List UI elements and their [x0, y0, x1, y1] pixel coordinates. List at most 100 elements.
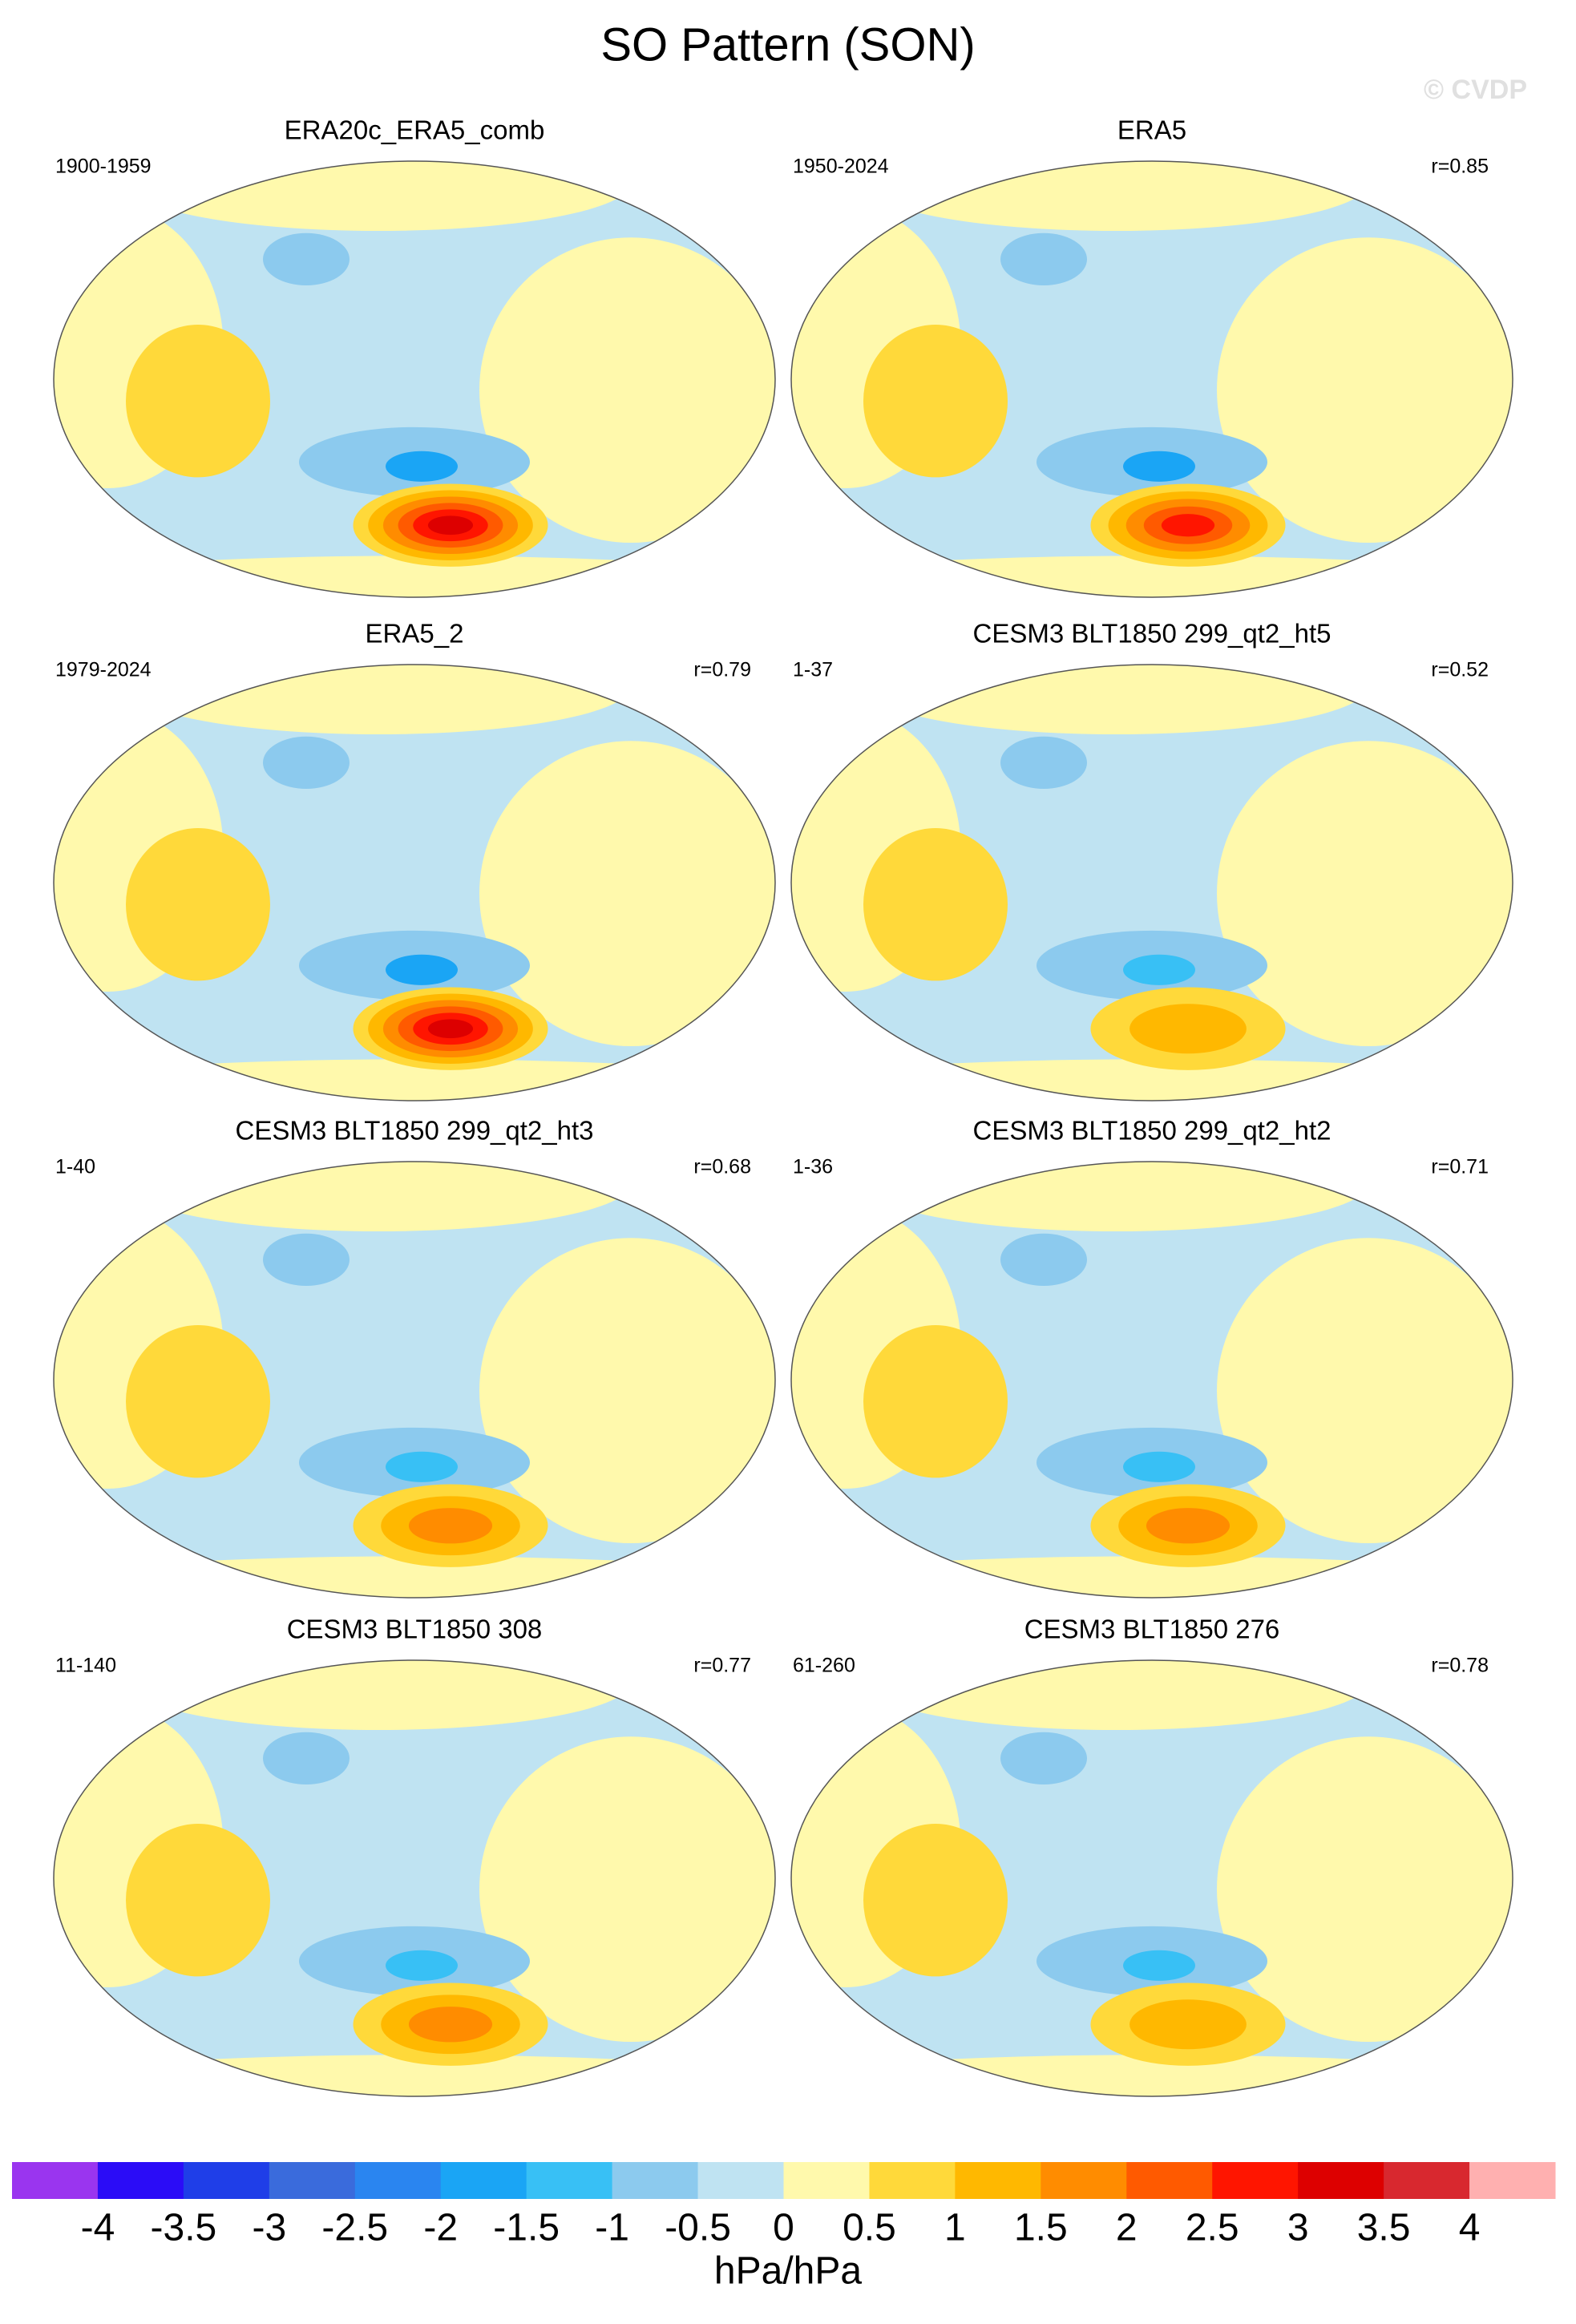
colorbar-box: [1212, 2162, 1299, 2199]
panel-title: CESM3 BLT1850 308: [287, 1615, 543, 1644]
colorbar-tick-label: -2: [423, 2207, 458, 2249]
colorbar-label: hPa/hPa: [714, 2250, 862, 2293]
colorbar-box: [183, 2162, 270, 2199]
contour-region: [386, 1451, 458, 1482]
contour-region: [1000, 1233, 1087, 1287]
contour-region: [863, 828, 1008, 981]
contour-region: [863, 161, 1368, 232]
contour-region: [408, 2007, 493, 2043]
colorbar-box: [97, 2162, 184, 2199]
colorbar-tick-label: 3.5: [1357, 2207, 1411, 2249]
contour-region: [427, 515, 474, 536]
panel-correlation: r=0.68: [693, 1156, 751, 1178]
colorbar-tick-label: 0.5: [843, 2207, 896, 2249]
colorbar-tick-label: 2.5: [1186, 2207, 1239, 2249]
panel-period: 11-140: [55, 1655, 116, 1677]
panel-period: 1900-1959: [55, 156, 152, 178]
colorbar-tick-label: 4: [1459, 2207, 1481, 2249]
panel-title: ERA20c_ERA5_comb: [285, 115, 545, 145]
colorbar-tick-label: -3: [252, 2207, 286, 2249]
map: [54, 1660, 775, 2096]
colorbar-tick-label: 3: [1287, 2207, 1309, 2249]
contour-region: [54, 1059, 775, 1101]
colorbar-box: [612, 2162, 699, 2199]
panel-period: 1979-2024: [55, 659, 152, 681]
contour-region: [1000, 736, 1087, 790]
contour-region: [126, 1325, 270, 1478]
contour-region: [863, 1325, 1008, 1478]
contour-region: [1129, 1004, 1247, 1054]
contour-region: [863, 665, 1368, 735]
colorbar-box: [269, 2162, 356, 2199]
colorbar-tick-label: -3.5: [151, 2207, 217, 2249]
contour-region: [263, 232, 350, 286]
contour-region: [791, 556, 1513, 597]
contour-region: [1000, 232, 1087, 286]
colorbar-tick-label: 1.5: [1014, 2207, 1068, 2249]
contour-region: [1217, 1238, 1513, 1543]
contour-region: [427, 1019, 474, 1039]
panel-correlation: r=0.52: [1431, 659, 1489, 681]
map-border: [53, 1161, 776, 1599]
colorbar-tick-label: 0: [773, 2207, 794, 2249]
colorbar-box: [526, 2162, 613, 2199]
colorbar-tick-label: -4: [81, 2207, 115, 2249]
contour-region: [1129, 1999, 1247, 2050]
map-border: [790, 1161, 1513, 1599]
map: [791, 1162, 1513, 1598]
contour-region: [54, 1556, 775, 1598]
contour-region: [479, 741, 775, 1046]
panel-title: ERA5: [1117, 115, 1186, 145]
contour-region: [1000, 1732, 1087, 1785]
colorbar-box: [1041, 2162, 1127, 2199]
colorbar-tick-label: -0.5: [665, 2207, 731, 2249]
panel-title: CESM3 BLT1850 299_qt2_ht5: [972, 619, 1331, 649]
contour-region: [386, 1950, 458, 1981]
contour-region: [479, 1736, 775, 2043]
contour-region: [263, 736, 350, 790]
colorbar-box: [1126, 2162, 1213, 2199]
contour-region: [263, 1732, 350, 1785]
colorbar-box: [869, 2162, 956, 2199]
panel-correlation: r=0.71: [1431, 1156, 1489, 1178]
contour-region: [791, 1059, 1513, 1101]
contour-region: [126, 1660, 631, 1731]
panel-correlation: r=0.79: [693, 659, 751, 681]
contour-region: [479, 1238, 775, 1543]
contour-region: [126, 325, 270, 478]
contour-region: [1161, 514, 1215, 537]
map-border: [790, 1659, 1513, 2097]
contour-region: [408, 1508, 493, 1544]
colorbar-box: [697, 2162, 784, 2199]
panel-correlation: r=0.77: [693, 1655, 751, 1677]
contour-region: [1217, 741, 1513, 1046]
colorbar-box: [1298, 2162, 1384, 2199]
contour-region: [863, 1824, 1008, 1977]
contour-region: [791, 2055, 1513, 2096]
contour-region: [126, 665, 631, 735]
colorbar-tick-label: 2: [1116, 2207, 1138, 2249]
map-border: [53, 160, 776, 598]
panel-title: CESM3 BLT1850 299_qt2_ht2: [972, 1116, 1331, 1146]
contour-region: [479, 237, 775, 543]
panel-period: 1950-2024: [793, 156, 889, 178]
colorbar-tick-label: -1: [595, 2207, 629, 2249]
colorbar-box: [1469, 2162, 1556, 2199]
colorbar-box: [783, 2162, 870, 2199]
contour-region: [1217, 237, 1513, 543]
contour-region: [863, 325, 1008, 478]
contour-region: [386, 954, 458, 985]
map-border: [790, 160, 1513, 598]
contour-region: [1123, 451, 1195, 482]
contour-region: [1123, 1950, 1195, 1981]
panel-period: 1-40: [55, 1156, 95, 1178]
map: [791, 1660, 1513, 2096]
panel-period: 61-260: [793, 1655, 855, 1677]
map-border: [53, 664, 776, 1101]
colorbar-tick-label: 1: [944, 2207, 966, 2249]
contour-region: [1146, 1508, 1230, 1544]
contour-region: [126, 828, 270, 981]
contour-region: [126, 1162, 631, 1232]
figure-title: SO Pattern (SON): [600, 18, 975, 71]
